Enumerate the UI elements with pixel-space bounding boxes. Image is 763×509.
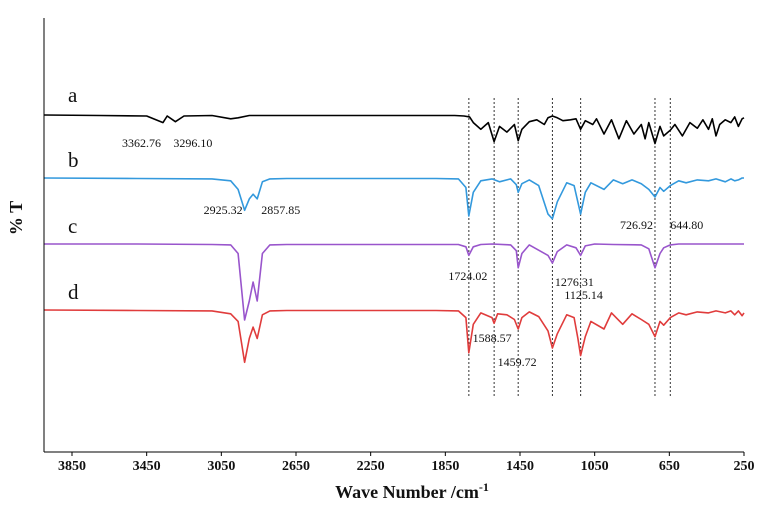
peak-label: 644.80 [670,218,703,232]
series-line-b [43,177,744,220]
x-tick-label: 1850 [431,459,459,474]
x-tick-labels: 3850 3450 3050 2650 2250 1850 1450 1050 650 250 [58,452,755,474]
x-axis-label: Wave Number /cm-1 [335,480,489,502]
axes [43,18,744,453]
trace-label-d: d [68,280,79,304]
series-line-d [43,309,745,364]
x-tick-label: 650 [659,459,680,474]
peak-label: 3362.76 [122,136,161,150]
series-line-a [43,114,745,145]
peak-label: 1724.02 [448,269,487,283]
peak-label: 2857.85 [261,203,300,217]
peak-label: 1276.31 [555,275,594,289]
x-tick-label: 2250 [357,459,385,474]
spectra-traces [43,114,745,364]
trace-label-c: c [68,214,77,238]
x-tick-label: 250 [734,459,755,474]
series-line-c [44,243,744,321]
x-axis-label-superscript: -1 [479,480,489,494]
trace-labels: a b c d [68,83,79,304]
x-axis-label-text: Wave Number /cm [335,482,479,502]
x-tick-label: 3050 [207,459,235,474]
x-tick-label: 3450 [133,459,161,474]
peak-annotations: 3362.76 3296.10 2925.32 2857.85 726.92 644.80… [122,136,703,369]
peak-label: 1459.72 [498,355,537,369]
peak-label: 1125.14 [564,288,603,302]
trace-label-b: b [68,148,79,172]
x-tick-label: 3850 [58,459,86,474]
peak-label: 2925.32 [204,203,243,217]
peak-label: 1588.57 [473,331,512,345]
reference-lines [468,98,671,398]
x-tick-label: 1050 [581,459,609,474]
x-tick-label: 1450 [506,459,534,474]
y-axis-label: % T [6,201,26,235]
trace-label-a: a [68,83,78,107]
peak-label: 3296.10 [173,136,212,150]
x-tick-label: 2650 [282,459,310,474]
peak-label: 726.92 [620,218,653,232]
